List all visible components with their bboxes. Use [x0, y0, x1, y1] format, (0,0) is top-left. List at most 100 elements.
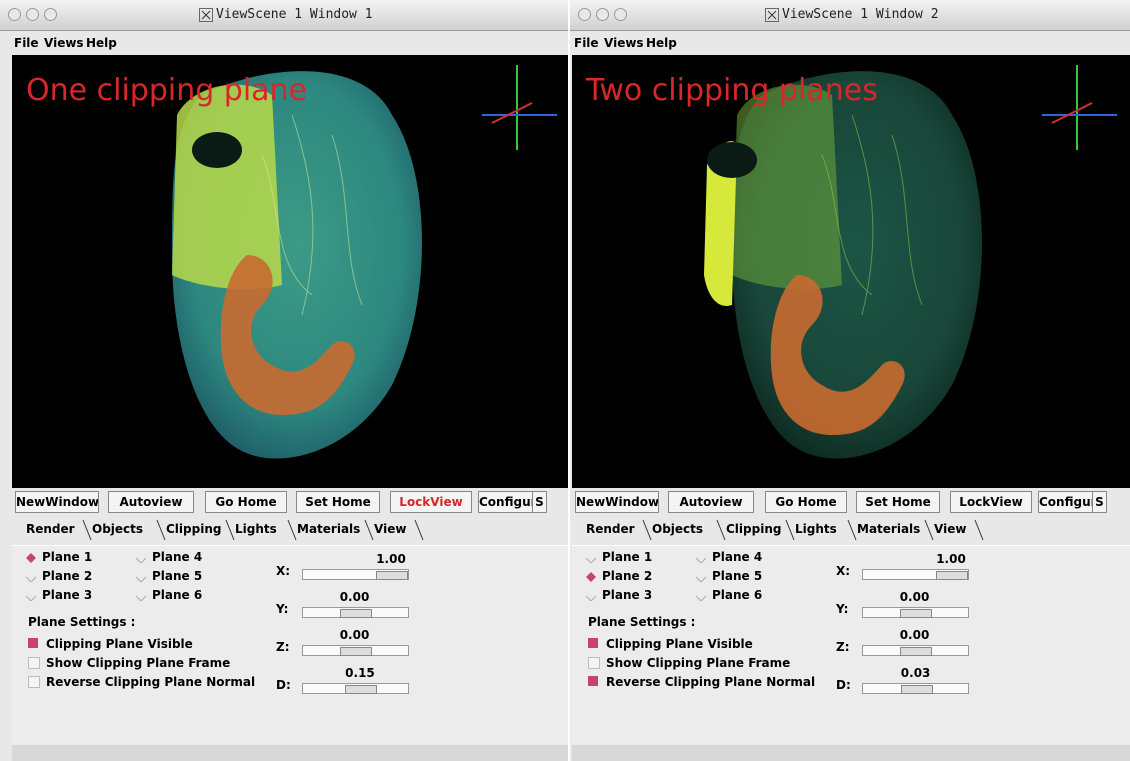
menu-item[interactable]: File — [574, 36, 599, 50]
radio[interactable] — [135, 552, 147, 564]
toolbar-button[interactable]: NewWindow — [575, 491, 659, 513]
radio-on — [26, 553, 36, 563]
radio-label[interactable]: Plane 6 — [712, 588, 763, 602]
radio-label[interactable]: Plane 2 — [602, 569, 653, 583]
toolbar-button[interactable]: LockView — [390, 491, 472, 513]
radio[interactable] — [135, 590, 147, 602]
menu-item[interactable]: Views — [44, 36, 84, 50]
radio-label[interactable]: Plane 3 — [42, 588, 93, 602]
toolbar-button[interactable]: Configure — [1038, 491, 1096, 513]
tab[interactable]: Clipping — [166, 522, 222, 536]
toolbar-button[interactable]: Set Home — [296, 491, 380, 513]
checkbox[interactable] — [588, 676, 598, 686]
tab[interactable]: Render — [586, 522, 635, 536]
radio[interactable] — [25, 590, 37, 602]
radio[interactable] — [695, 590, 707, 602]
checkbox-label[interactable]: Show Clipping Plane Frame — [606, 656, 791, 670]
menu-item[interactable]: Views — [604, 36, 644, 50]
slider-track[interactable] — [862, 645, 969, 656]
status-bar — [572, 745, 1130, 761]
window-button[interactable] — [44, 8, 57, 21]
slider-label: D: — [836, 678, 851, 692]
checkbox-label[interactable]: Reverse Clipping Plane Normal — [46, 675, 256, 689]
tab-edge — [716, 519, 726, 541]
radio[interactable] — [586, 571, 596, 582]
radio-label[interactable]: Plane 1 — [42, 550, 93, 564]
radio[interactable] — [585, 590, 597, 602]
toolbar-button[interactable]: Go Home — [205, 491, 287, 513]
checkbox[interactable] — [588, 638, 598, 648]
window-button[interactable] — [596, 8, 609, 21]
checkbox[interactable] — [28, 638, 38, 648]
toolbar-button[interactable]: Autoview — [108, 491, 194, 513]
menu-item[interactable]: Help — [646, 36, 677, 50]
tab[interactable]: View — [374, 522, 407, 536]
tab-separator — [974, 518, 984, 542]
tab[interactable]: Render — [26, 522, 75, 536]
checkbox-label[interactable]: Show Clipping Plane Frame — [46, 656, 231, 670]
checkbox-label[interactable]: Clipping Plane Visible — [46, 637, 193, 651]
slider-thumb[interactable] — [899, 647, 932, 656]
slider-track[interactable] — [302, 569, 409, 580]
tab-separator — [716, 518, 726, 542]
slider-track[interactable] — [302, 607, 409, 618]
tab[interactable]: Clipping — [726, 522, 782, 536]
radio[interactable] — [585, 552, 597, 564]
slider-track[interactable] — [862, 569, 969, 580]
checkbox-label[interactable]: Reverse Clipping Plane Normal — [606, 675, 816, 689]
slider-thumb[interactable] — [936, 571, 968, 580]
slider-track[interactable] — [862, 683, 969, 694]
radio[interactable] — [26, 552, 36, 563]
window-button[interactable] — [614, 8, 627, 21]
menu-item[interactable]: File — [14, 36, 39, 50]
slider-label: Y: — [276, 602, 289, 616]
menu-item[interactable]: Help — [86, 36, 117, 50]
radio-label[interactable]: Plane 5 — [152, 569, 203, 583]
toolbar-button[interactable]: NewWindow — [15, 491, 99, 513]
slider-thumb[interactable] — [900, 685, 933, 694]
toolbar-button[interactable]: S — [1092, 491, 1107, 513]
radio[interactable] — [695, 552, 707, 564]
tab[interactable]: Objects — [92, 522, 144, 536]
slider-thumb[interactable] — [339, 647, 372, 656]
slider-track[interactable] — [302, 645, 409, 656]
radio-label[interactable]: Plane 2 — [42, 569, 93, 583]
slider-thumb[interactable] — [339, 609, 372, 618]
window-button[interactable] — [578, 8, 591, 21]
tab-edge — [642, 519, 652, 541]
radio[interactable] — [135, 571, 147, 583]
checkbox-label[interactable]: Clipping Plane Visible — [606, 637, 753, 651]
radio-label[interactable]: Plane 4 — [152, 550, 203, 564]
slider-thumb[interactable] — [899, 609, 932, 618]
checkbox[interactable] — [588, 657, 600, 669]
checkbox[interactable] — [28, 657, 40, 669]
radio-label[interactable]: Plane 6 — [152, 588, 203, 602]
toolbar-button[interactable]: Go Home — [765, 491, 847, 513]
slider-track[interactable] — [302, 683, 409, 694]
toolbar-button[interactable]: Set Home — [856, 491, 940, 513]
tab[interactable]: Materials — [297, 522, 361, 536]
tab[interactable]: Lights — [795, 522, 837, 536]
slider-track[interactable] — [862, 607, 969, 618]
window-button[interactable] — [8, 8, 21, 21]
tab[interactable]: View — [934, 522, 967, 536]
tab[interactable]: Lights — [235, 522, 277, 536]
toolbar-button[interactable]: S — [532, 491, 547, 513]
radio[interactable] — [25, 571, 37, 583]
radio-label[interactable]: Plane 4 — [712, 550, 763, 564]
radio-label[interactable]: Plane 3 — [602, 588, 653, 602]
tab[interactable]: Objects — [652, 522, 704, 536]
tab[interactable]: Materials — [857, 522, 921, 536]
radio-off — [25, 576, 37, 583]
window-button[interactable] — [26, 8, 39, 21]
radio-label[interactable]: Plane 1 — [602, 550, 653, 564]
slider-thumb[interactable] — [376, 571, 408, 580]
toolbar-button[interactable]: Configure — [478, 491, 536, 513]
radio[interactable] — [695, 571, 707, 583]
checkbox[interactable] — [28, 676, 40, 688]
slider-value: 0.15 — [345, 666, 375, 680]
toolbar-button[interactable]: LockView — [950, 491, 1032, 513]
slider-thumb[interactable] — [344, 685, 377, 694]
toolbar-button[interactable]: Autoview — [668, 491, 754, 513]
radio-label[interactable]: Plane 5 — [712, 569, 763, 583]
